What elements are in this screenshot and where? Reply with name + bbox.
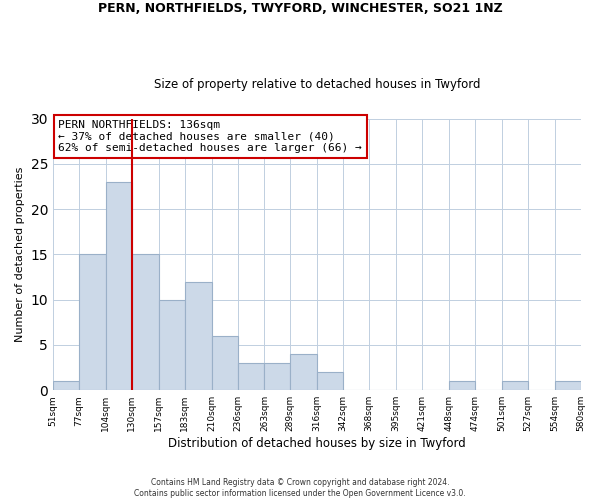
Bar <box>290 354 317 390</box>
Bar <box>185 282 212 390</box>
Bar <box>238 363 265 390</box>
Bar <box>106 182 132 390</box>
Bar <box>317 372 343 390</box>
Bar <box>212 336 238 390</box>
Bar <box>159 300 185 390</box>
Bar <box>449 381 475 390</box>
Bar <box>79 254 106 390</box>
Bar <box>554 381 581 390</box>
Bar <box>132 254 159 390</box>
Bar <box>502 381 527 390</box>
Y-axis label: Number of detached properties: Number of detached properties <box>15 166 25 342</box>
Title: Size of property relative to detached houses in Twyford: Size of property relative to detached ho… <box>154 78 480 91</box>
Text: PERN, NORTHFIELDS, TWYFORD, WINCHESTER, SO21 1NZ: PERN, NORTHFIELDS, TWYFORD, WINCHESTER, … <box>98 2 502 16</box>
Text: PERN NORTHFIELDS: 136sqm
← 37% of detached houses are smaller (40)
62% of semi-d: PERN NORTHFIELDS: 136sqm ← 37% of detach… <box>58 120 362 153</box>
Text: Contains HM Land Registry data © Crown copyright and database right 2024.
Contai: Contains HM Land Registry data © Crown c… <box>134 478 466 498</box>
X-axis label: Distribution of detached houses by size in Twyford: Distribution of detached houses by size … <box>168 437 466 450</box>
Bar <box>53 381 79 390</box>
Bar <box>265 363 290 390</box>
